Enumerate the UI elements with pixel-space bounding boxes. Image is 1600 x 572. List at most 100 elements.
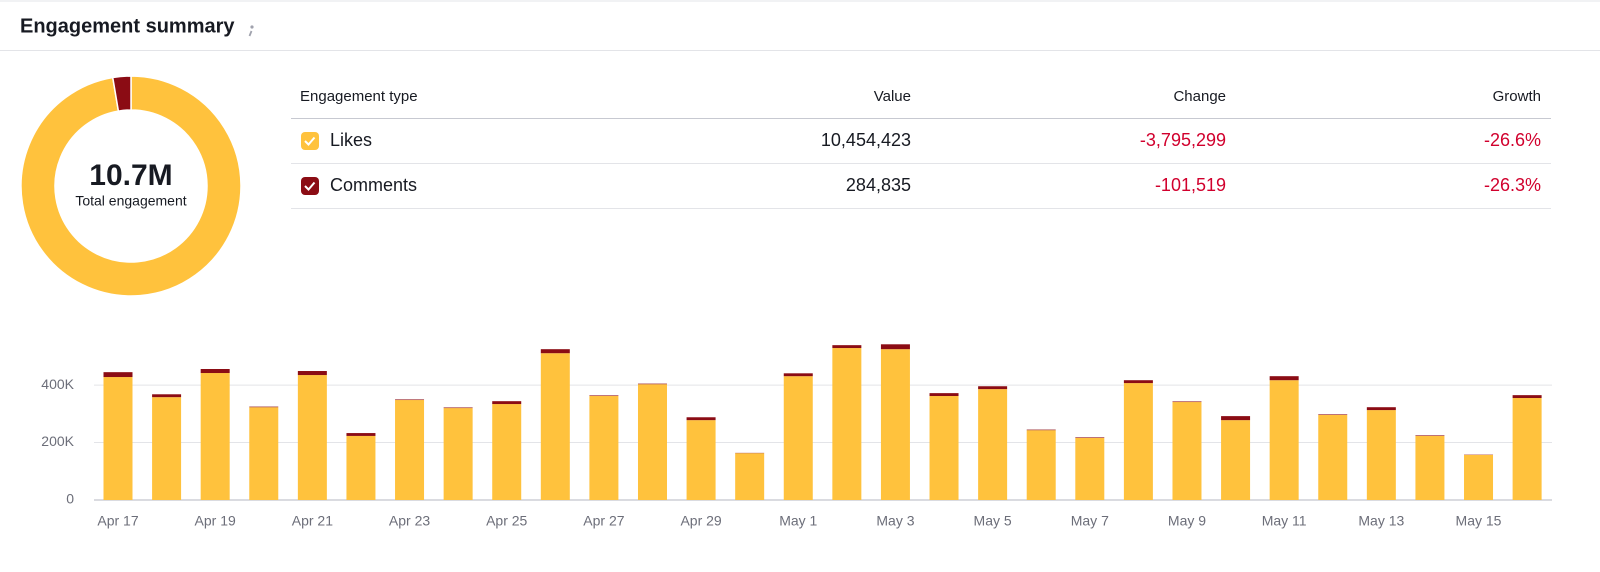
bar-segment	[784, 373, 813, 376]
row-growth: -26.3%	[1484, 175, 1541, 195]
bar-segment	[298, 375, 327, 500]
bar-segment	[152, 394, 181, 397]
bar-segment	[1221, 416, 1250, 420]
bar-segment	[1075, 437, 1104, 438]
bar-segment	[541, 353, 570, 500]
x-tick-label: Apr 19	[195, 513, 236, 529]
bar-segment	[589, 396, 618, 500]
bar-segment	[541, 349, 570, 353]
bar-segment	[687, 420, 716, 500]
bar-segment	[832, 345, 861, 348]
bar-segment	[589, 395, 618, 396]
x-tick-label: Apr 21	[292, 513, 333, 529]
bar-chart: 0 200K 400K Apr 17 Apr 19 Apr 21 Apr 23 Apr 25 A…	[41, 344, 1552, 528]
bar-segment	[1172, 401, 1201, 402]
row-change: -101,519	[1155, 175, 1226, 195]
row-label: Comments	[330, 175, 417, 195]
bar-segment	[1221, 420, 1250, 500]
bar-segment	[1124, 380, 1153, 383]
bar-segment	[346, 436, 375, 500]
bar-segment	[201, 373, 230, 500]
bar-segment	[1124, 383, 1153, 500]
bar-segment	[395, 399, 424, 400]
table: Engagement type Value Change Growth Likes 10,…	[291, 88, 1551, 209]
bar-segment	[832, 348, 861, 500]
y-tick-label: 0	[66, 491, 74, 507]
bar-segment	[1172, 402, 1201, 500]
bar-segment	[784, 376, 813, 500]
bar-segment	[1318, 414, 1347, 415]
bar-segment	[346, 433, 375, 436]
x-tick-label: May 15	[1456, 513, 1502, 529]
bar-segment	[735, 453, 764, 500]
bar-segment	[1415, 436, 1444, 500]
bar-segment	[1027, 430, 1056, 431]
bar-segment	[930, 396, 959, 500]
column-header: Value	[874, 88, 911, 105]
row-label: Likes	[330, 130, 372, 150]
row-value: 284,835	[846, 175, 911, 195]
x-tick-label: May 13	[1358, 513, 1404, 529]
x-tick-label: May 1	[779, 513, 817, 529]
checkbox-box	[301, 177, 319, 195]
bar-segment	[881, 344, 910, 349]
row-change: -3,795,299	[1140, 130, 1226, 150]
bar-segment	[1513, 398, 1542, 500]
bar-segment	[104, 377, 133, 500]
bar-segment	[1415, 435, 1444, 436]
checkbox[interactable]	[301, 177, 319, 195]
bar-segment	[881, 349, 910, 500]
bar-segment	[395, 400, 424, 500]
x-tick-label: Apr 23	[389, 513, 430, 529]
bar-segment	[249, 407, 278, 500]
checkbox-box	[301, 132, 319, 150]
bar-segment	[1027, 430, 1056, 500]
bar-segment	[638, 384, 667, 385]
bar-segment	[104, 372, 133, 377]
info-icon[interactable]	[250, 25, 254, 36]
bar-segment	[1270, 376, 1299, 380]
x-tick-label: May 7	[1071, 513, 1109, 529]
bar-segment	[1318, 415, 1347, 500]
bar-segment	[444, 408, 473, 500]
bar-segment	[492, 401, 521, 404]
x-tick-label: May 3	[876, 513, 914, 529]
bar-segment	[249, 407, 278, 408]
column-header: Change	[1173, 88, 1226, 105]
x-tick-label: May 11	[1262, 513, 1307, 529]
donut-caption: Total engagement	[75, 193, 186, 209]
bar-segment	[152, 397, 181, 500]
column-header: Growth	[1493, 88, 1541, 105]
bar-segment	[978, 389, 1007, 500]
x-tick-label: May 9	[1168, 513, 1206, 529]
bar-segment	[492, 404, 521, 500]
column-header: Engagement type	[300, 88, 418, 105]
x-tick-label: May 5	[974, 513, 1012, 529]
x-tick-label: Apr 25	[486, 513, 527, 529]
bar-segment	[978, 386, 1007, 389]
bar-segment	[930, 393, 959, 396]
bar-segment	[1513, 395, 1542, 398]
x-tick-label: Apr 29	[680, 513, 721, 529]
y-tick-label: 400K	[41, 376, 74, 392]
row-growth: -26.6%	[1484, 130, 1541, 150]
bar-segment	[1075, 438, 1104, 500]
bar-segment	[298, 371, 327, 375]
bar-segment	[1367, 410, 1396, 500]
bar-segment	[1367, 407, 1396, 410]
row-value: 10,454,423	[821, 130, 911, 150]
y-tick-label: 200K	[41, 433, 74, 449]
donut-total: 10.7M	[89, 159, 172, 192]
bar-segment	[444, 407, 473, 408]
title: Engagement summary	[20, 15, 235, 37]
bar-segment	[638, 384, 667, 500]
bar-segment	[1464, 455, 1493, 500]
checkbox[interactable]	[301, 132, 319, 150]
bar-segment	[1270, 380, 1299, 500]
bar-segment	[201, 369, 230, 373]
bar-segment	[687, 417, 716, 420]
x-tick-label: Apr 17	[97, 513, 138, 529]
x-tick-label: Apr 27	[583, 513, 624, 529]
